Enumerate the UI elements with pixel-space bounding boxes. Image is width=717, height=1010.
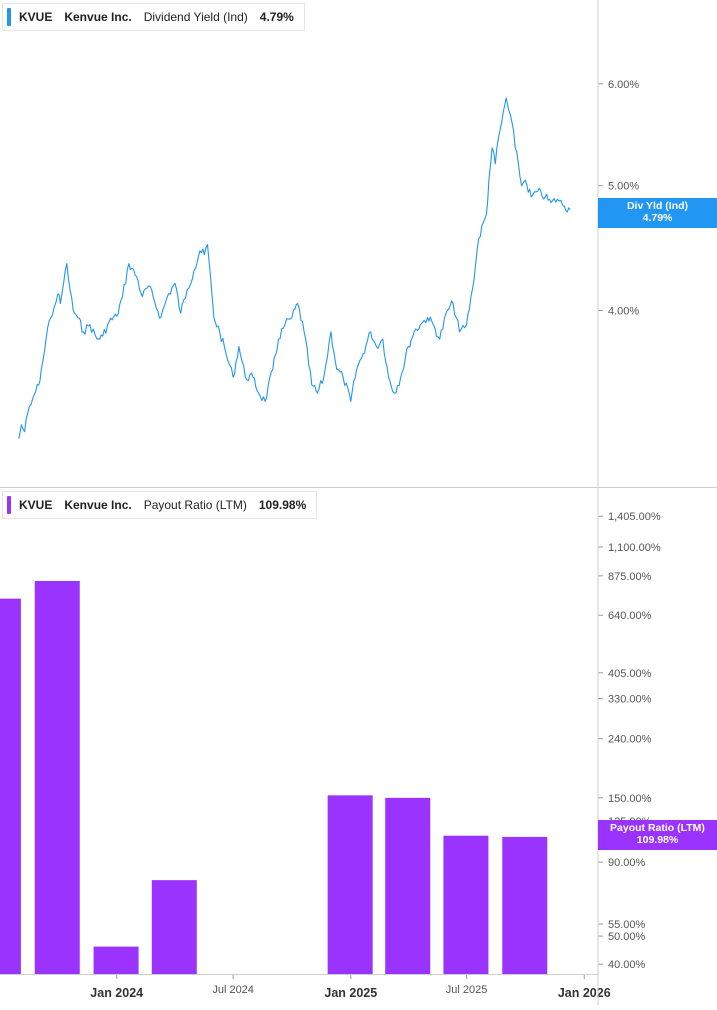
payout-bar <box>327 795 373 974</box>
y-tick-label: 150.00% <box>608 793 652 805</box>
callout-value: 109.98% <box>636 834 679 846</box>
y-tick-label: 6.00% <box>608 79 639 91</box>
y-tick-label: 1,405.00% <box>608 511 661 523</box>
payout-panel: 40.00%50.00%55.00%90.00%125.00%150.00%24… <box>0 511 661 974</box>
yield-series-line <box>18 97 571 439</box>
payout-legend: KVUE Kenvue Inc. Payout Ratio (LTM) 109.… <box>2 491 318 519</box>
y-tick-label: 4.00% <box>608 305 639 317</box>
legend-company: Kenvue Inc. <box>64 10 132 24</box>
legend-company: Kenvue Inc. <box>64 498 132 512</box>
legend-metric: Dividend Yield (Ind) <box>143 10 248 24</box>
payout-bar <box>502 836 548 974</box>
callout-value: 4.79% <box>642 212 673 224</box>
yield-legend-swatch <box>7 8 11 26</box>
x-tick-label: Jan 2024 <box>90 986 143 1000</box>
y-tick-label: 875.00% <box>608 571 652 583</box>
x-axis: Jan 2024 Jul 2024 Jan 2025 Jul 2025 Jan 2026 <box>90 974 611 1000</box>
legend-ticker: KVUE <box>19 498 53 512</box>
legend-metric: Payout Ratio (LTM) <box>143 498 247 512</box>
payout-bar <box>443 835 489 974</box>
y-tick-label: 1,100.00% <box>608 542 661 554</box>
x-tick-label: Jul 2024 <box>212 984 254 996</box>
yield-value-callout: Div Yld (Ind) 4.79% <box>598 198 717 228</box>
payout-value-callout: Payout Ratio (LTM) 109.98% <box>598 820 717 850</box>
y-tick-label: 5.00% <box>608 181 639 193</box>
y-tick-label: 640.00% <box>608 610 652 622</box>
y-tick-label: 240.00% <box>608 734 652 746</box>
y-tick-label: 90.00% <box>608 857 646 869</box>
payout-bar <box>93 946 139 974</box>
y-tick-label: 330.00% <box>608 694 652 706</box>
callout-label: Payout Ratio (LTM) <box>610 822 705 834</box>
yield-panel: 4.00% 5.00% 6.00% <box>18 79 639 439</box>
payout-legend-swatch <box>7 496 11 514</box>
y-tick-label: 55.00% <box>608 919 646 931</box>
legend-ticker: KVUE <box>19 10 53 24</box>
legend-value: 4.79% <box>259 10 294 24</box>
payout-bar <box>385 797 431 974</box>
callout-label: Div Yld (Ind) <box>626 200 689 212</box>
y-tick-label: 50.00% <box>608 931 646 943</box>
y-tick-label: 40.00% <box>608 959 646 971</box>
payout-bar <box>34 580 80 974</box>
x-tick-label: Jan 2026 <box>558 986 611 1000</box>
y-tick-label: 405.00% <box>608 668 652 680</box>
payout-bar <box>151 880 197 974</box>
legend-value: 109.98% <box>258 498 307 512</box>
x-tick-label: Jan 2025 <box>324 986 377 1000</box>
payout-bar <box>0 598 21 974</box>
yield-legend: KVUE Kenvue Inc. Dividend Yield (Ind) 4.… <box>2 3 305 31</box>
x-tick-label: Jul 2025 <box>446 984 488 996</box>
